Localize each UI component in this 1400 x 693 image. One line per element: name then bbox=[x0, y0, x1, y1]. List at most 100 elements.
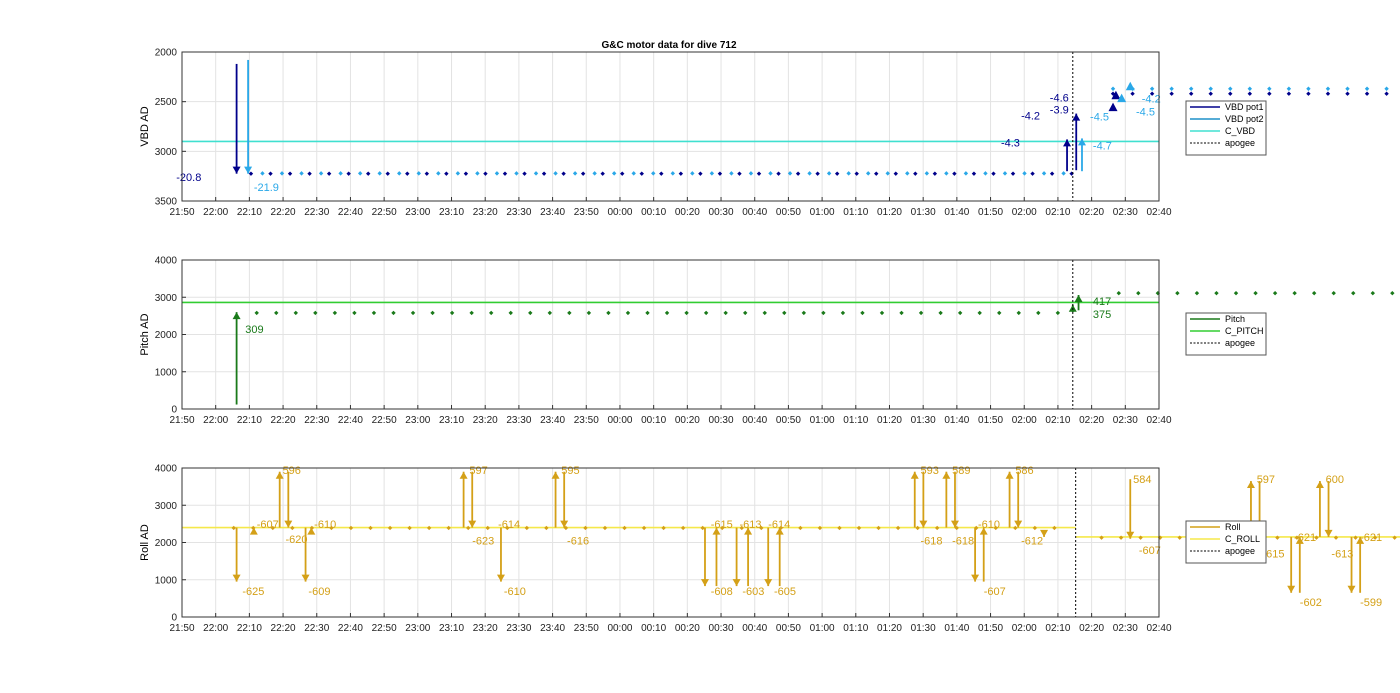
y-tick-label: 1000 bbox=[155, 367, 178, 378]
marker-triangle bbox=[1117, 93, 1127, 103]
data-point bbox=[834, 171, 840, 176]
data-point bbox=[1041, 171, 1047, 176]
data-point bbox=[424, 171, 430, 176]
x-tick-label: 22:40 bbox=[338, 623, 363, 634]
x-tick-label: 00:10 bbox=[641, 415, 666, 426]
data-point bbox=[1130, 91, 1135, 96]
move-arrowhead bbox=[1072, 113, 1081, 121]
data-label: 596 bbox=[283, 465, 301, 477]
data-point bbox=[815, 171, 820, 176]
data-point bbox=[1372, 535, 1378, 540]
data-point bbox=[332, 310, 338, 316]
data-point bbox=[971, 171, 977, 176]
y-tick-label: 4000 bbox=[155, 464, 178, 475]
data-point bbox=[485, 525, 490, 531]
data-point bbox=[1345, 86, 1350, 91]
data-point bbox=[254, 310, 259, 316]
data-label: 593 bbox=[920, 465, 938, 477]
data-point bbox=[1306, 91, 1311, 96]
data-point bbox=[377, 171, 382, 176]
data-point bbox=[1030, 171, 1035, 176]
move-arrowhead bbox=[1347, 585, 1356, 593]
x-tick-label: 00:40 bbox=[742, 415, 767, 426]
legend-label: apogee bbox=[1225, 138, 1255, 148]
data-point bbox=[639, 171, 644, 176]
move-arrowhead bbox=[1063, 139, 1072, 147]
data-label: -607 bbox=[984, 586, 1006, 598]
x-tick-label: 22:30 bbox=[304, 623, 329, 634]
move-arrowhead bbox=[1287, 585, 1296, 593]
data-point bbox=[1384, 91, 1389, 96]
data-point bbox=[934, 525, 940, 531]
x-tick-label: 01:50 bbox=[978, 207, 1003, 218]
data-point bbox=[759, 525, 764, 531]
data-point bbox=[739, 525, 744, 531]
data-point bbox=[279, 171, 285, 176]
marker-triangle bbox=[1111, 90, 1121, 100]
move-arrowhead bbox=[1074, 295, 1083, 303]
x-tick-label: 22:00 bbox=[203, 207, 228, 218]
data-point bbox=[416, 171, 421, 176]
data-point bbox=[299, 171, 304, 176]
move-arrowhead bbox=[775, 527, 784, 535]
data-point bbox=[963, 171, 969, 176]
data-point bbox=[592, 171, 597, 176]
vbd-plot: 21:50 22:00 22:10 22:20 22:30 22:40 22:50 23:00… bbox=[139, 48, 1389, 218]
x-tick-label: 01:10 bbox=[843, 207, 868, 218]
data-label: -609 bbox=[308, 586, 330, 598]
pitch-panel: 21:50 22:00 22:10 22:20 22:30 22:40 22:50 23:00… bbox=[139, 256, 1395, 426]
x-tick-label: 02:40 bbox=[1146, 415, 1171, 426]
data-point bbox=[1353, 535, 1358, 540]
move-arrowhead bbox=[284, 520, 293, 528]
data-point bbox=[645, 310, 650, 316]
move-arrowhead bbox=[1295, 536, 1304, 544]
x-tick-label: 01:50 bbox=[978, 623, 1003, 634]
data-point bbox=[1275, 535, 1280, 540]
data-point bbox=[856, 525, 862, 531]
legend-label: VBD pot1 bbox=[1225, 102, 1264, 112]
data-point bbox=[329, 525, 334, 531]
data-point bbox=[346, 171, 351, 176]
x-tick-label: 01:40 bbox=[944, 415, 969, 426]
x-tick-label: 23:20 bbox=[473, 207, 498, 218]
move-arrowhead bbox=[244, 166, 253, 174]
data-label: -4.5 bbox=[1136, 107, 1155, 119]
data-point bbox=[1099, 535, 1104, 540]
move-arrowhead bbox=[275, 471, 284, 479]
data-point bbox=[993, 525, 998, 531]
data-point bbox=[1292, 290, 1297, 296]
x-tick-label: 02:00 bbox=[1012, 623, 1037, 634]
legend-label: apogee bbox=[1225, 338, 1255, 348]
data-label: -4.7 bbox=[1093, 140, 1112, 152]
data-label: 586 bbox=[1015, 465, 1033, 477]
legend-label: C_ROLL bbox=[1225, 534, 1260, 544]
data-label: -614 bbox=[768, 519, 790, 531]
data-label: -618 bbox=[920, 536, 942, 548]
data-point bbox=[533, 171, 539, 176]
data-point bbox=[932, 171, 938, 176]
axes-frame bbox=[181, 467, 1160, 618]
move-arrowhead bbox=[1356, 536, 1365, 544]
data-point bbox=[737, 171, 742, 176]
move-arrowhead bbox=[732, 579, 741, 587]
data-label: 417 bbox=[1093, 296, 1111, 308]
x-tick-label: 01:20 bbox=[877, 207, 902, 218]
data-point bbox=[1247, 86, 1253, 91]
data-point bbox=[293, 310, 298, 316]
data-point bbox=[544, 525, 549, 531]
x-tick-label: 02:20 bbox=[1079, 415, 1104, 426]
data-label: -625 bbox=[242, 586, 264, 598]
x-tick-label: 23:20 bbox=[473, 623, 498, 634]
x-tick-label: 00:10 bbox=[641, 207, 666, 218]
data-point bbox=[924, 171, 930, 176]
roll-plot: 21:50 22:00 22:10 22:20 22:30 22:40 22:50 23:00… bbox=[139, 464, 1400, 634]
data-point bbox=[952, 171, 957, 176]
data-point bbox=[1208, 86, 1213, 91]
x-tick-label: 23:50 bbox=[574, 415, 599, 426]
x-tick-label: 22:20 bbox=[271, 207, 296, 218]
data-point bbox=[846, 171, 851, 176]
data-label: -612 bbox=[1021, 536, 1043, 548]
x-tick-label: 22:20 bbox=[271, 415, 296, 426]
data-point bbox=[248, 171, 254, 176]
